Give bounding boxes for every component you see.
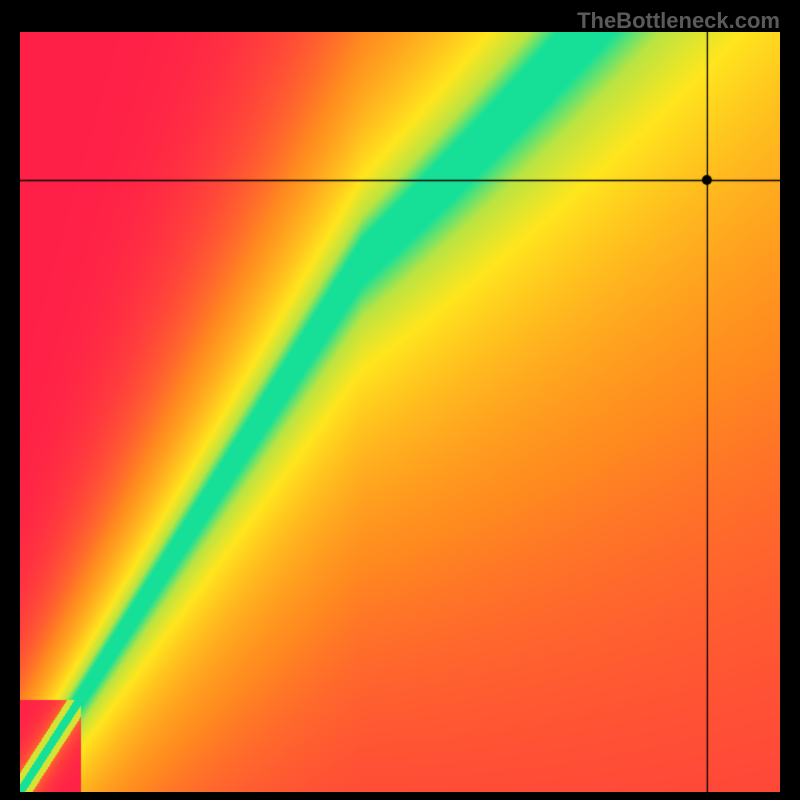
root: TheBottleneck.com xyxy=(0,0,800,800)
bottleneck-heatmap xyxy=(20,32,780,792)
watermark-text: TheBottleneck.com xyxy=(577,8,780,34)
